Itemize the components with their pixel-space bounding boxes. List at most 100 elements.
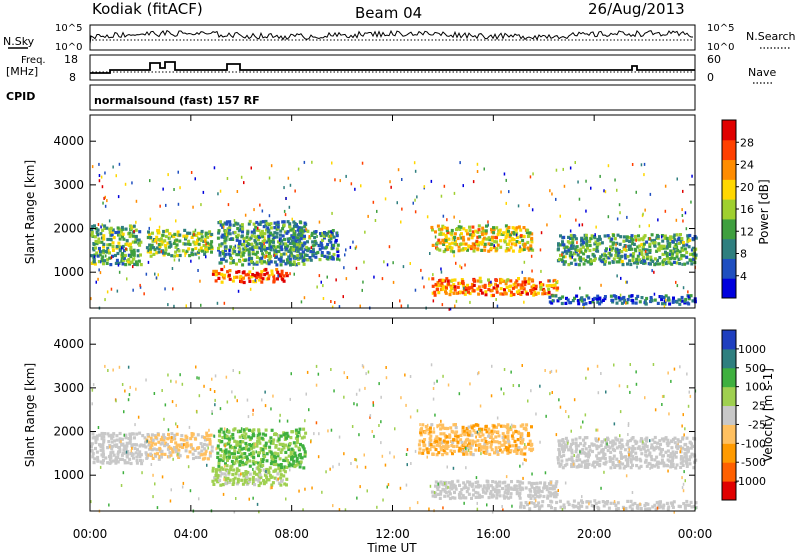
data-cell bbox=[456, 479, 460, 483]
noise-point bbox=[99, 271, 102, 275]
noise-point bbox=[291, 252, 293, 256]
data-cell bbox=[508, 444, 512, 448]
data-cell bbox=[634, 451, 638, 455]
noise-point bbox=[224, 444, 226, 448]
data-cell bbox=[95, 437, 99, 441]
data-cell bbox=[157, 247, 161, 251]
data-cell bbox=[248, 477, 252, 481]
data-cell bbox=[226, 476, 230, 480]
data-cell bbox=[495, 278, 498, 282]
data-cell bbox=[250, 230, 254, 234]
data-cell bbox=[535, 481, 539, 485]
data-cell bbox=[289, 245, 293, 250]
data-cell bbox=[296, 235, 300, 240]
noise-point bbox=[112, 165, 114, 169]
noise-point bbox=[412, 201, 414, 205]
noise-point bbox=[649, 192, 652, 196]
noise-point bbox=[270, 407, 272, 411]
data-cell bbox=[277, 438, 281, 442]
data-cell bbox=[417, 443, 421, 447]
data-cell bbox=[466, 446, 470, 450]
data-cell bbox=[228, 220, 232, 224]
data-cell bbox=[579, 442, 583, 446]
data-cell bbox=[680, 299, 684, 303]
data-cell bbox=[562, 235, 566, 239]
data-cell bbox=[175, 238, 179, 242]
noise-point bbox=[490, 280, 492, 284]
data-cell bbox=[570, 464, 574, 469]
noise-point bbox=[268, 214, 271, 218]
cpid-strip-frame bbox=[89, 84, 696, 111]
data-cell bbox=[451, 452, 454, 456]
data-cell bbox=[245, 427, 249, 431]
data-cell bbox=[692, 257, 696, 261]
data-cell bbox=[658, 256, 662, 260]
data-cell bbox=[131, 443, 134, 447]
data-cell bbox=[161, 249, 165, 253]
noise-point bbox=[355, 245, 358, 249]
noise-point bbox=[311, 486, 313, 490]
data-cell bbox=[238, 435, 242, 439]
noise-point bbox=[101, 185, 104, 189]
data-cell bbox=[242, 280, 246, 285]
noise-point bbox=[234, 244, 237, 248]
noise-point bbox=[386, 485, 388, 489]
data-cell bbox=[230, 464, 234, 468]
data-cell bbox=[429, 438, 433, 442]
data-cell bbox=[203, 238, 207, 242]
noise-point bbox=[535, 499, 537, 503]
data-cell bbox=[267, 251, 271, 256]
data-cell bbox=[487, 427, 491, 431]
data-cell bbox=[335, 234, 339, 238]
data-cell bbox=[282, 274, 286, 278]
noise-point bbox=[167, 173, 169, 177]
data-cell bbox=[671, 505, 675, 509]
data-cell bbox=[163, 239, 167, 243]
data-cell bbox=[152, 252, 156, 256]
data-cell bbox=[640, 452, 644, 456]
data-cell bbox=[436, 487, 440, 492]
data-cell bbox=[514, 243, 518, 247]
data-cell bbox=[550, 500, 554, 504]
data-cell bbox=[641, 445, 645, 449]
data-cell bbox=[550, 506, 553, 510]
data-cell bbox=[278, 241, 282, 246]
noise-point bbox=[331, 211, 333, 215]
data-cell bbox=[329, 255, 333, 259]
data-cell bbox=[242, 250, 246, 254]
data-cell bbox=[524, 426, 528, 430]
data-cell bbox=[599, 255, 603, 259]
data-cell bbox=[323, 236, 326, 240]
data-cell bbox=[665, 501, 669, 505]
noise-point bbox=[476, 162, 479, 166]
noise-point bbox=[453, 191, 456, 195]
noise-point bbox=[535, 412, 537, 416]
data-cell bbox=[554, 485, 558, 489]
y-tick-label: 2000 bbox=[53, 425, 84, 439]
noise-point bbox=[195, 365, 197, 369]
data-cell bbox=[617, 444, 621, 449]
noise-point bbox=[372, 401, 374, 405]
data-cell bbox=[632, 242, 636, 246]
noise-point bbox=[432, 387, 435, 390]
data-cell bbox=[493, 245, 496, 250]
data-cell bbox=[683, 506, 687, 510]
noise-point bbox=[278, 419, 281, 423]
data-cell bbox=[140, 462, 144, 466]
data-cell bbox=[648, 248, 652, 252]
data-cell bbox=[93, 457, 97, 461]
data-cell bbox=[208, 442, 212, 446]
data-cell bbox=[269, 222, 273, 226]
data-cell bbox=[292, 230, 296, 234]
data-cell bbox=[431, 228, 434, 232]
data-cell bbox=[279, 434, 283, 438]
data-cell bbox=[685, 243, 689, 247]
noise-point bbox=[684, 479, 686, 483]
data-cell bbox=[216, 473, 220, 477]
noise-point bbox=[299, 434, 301, 438]
data-cell bbox=[462, 288, 466, 292]
data-cell bbox=[576, 444, 580, 448]
data-cell bbox=[498, 228, 502, 232]
data-cell bbox=[250, 256, 254, 260]
data-cell bbox=[255, 228, 259, 232]
